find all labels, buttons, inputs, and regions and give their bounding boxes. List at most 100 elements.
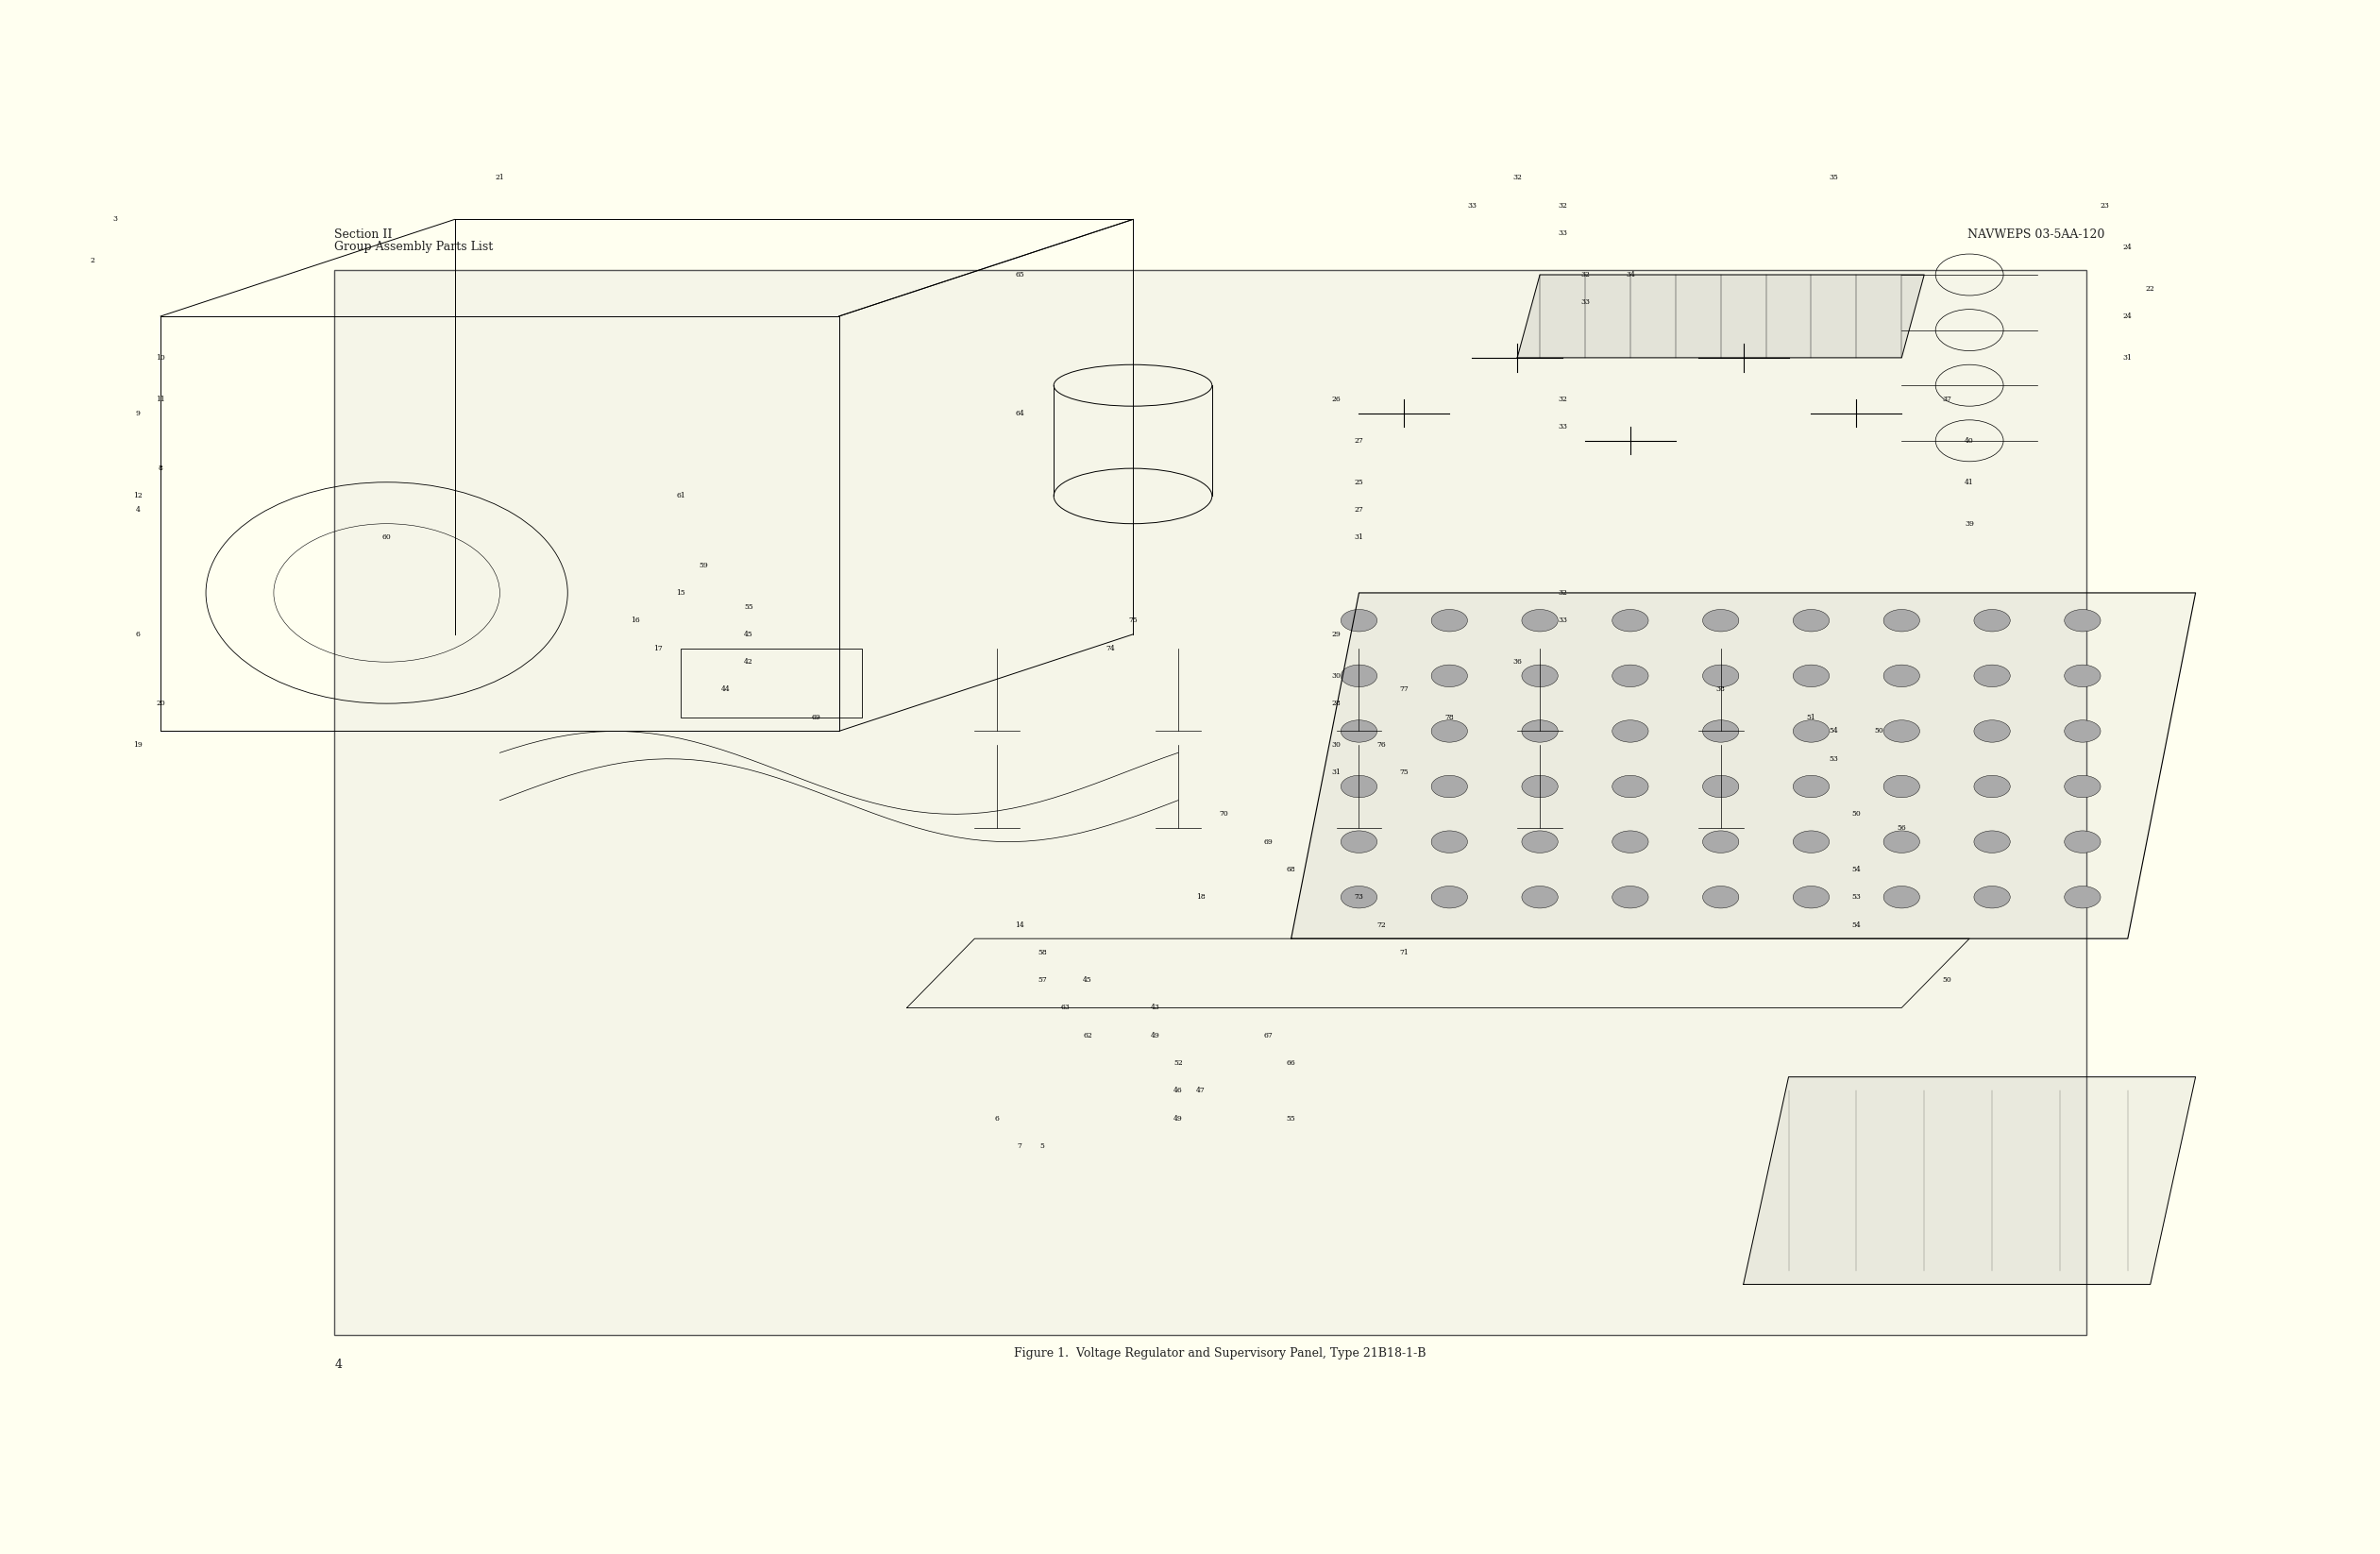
- Text: 33: 33: [1580, 298, 1590, 306]
- Circle shape: [1702, 720, 1740, 743]
- Text: 2: 2: [90, 256, 95, 264]
- Text: 58: 58: [1038, 948, 1047, 956]
- Text: Section II: Section II: [333, 228, 393, 241]
- Text: Figure 1.  Voltage Regulator and Supervisory Panel, Type 21B18-1-B: Figure 1. Voltage Regulator and Supervis…: [1014, 1347, 1426, 1360]
- Circle shape: [1340, 775, 1378, 797]
- Circle shape: [1430, 720, 1468, 743]
- Text: 31: 31: [2123, 354, 2132, 362]
- Text: 44: 44: [721, 685, 731, 693]
- Text: 77: 77: [1399, 685, 1409, 693]
- Text: 26: 26: [1333, 395, 1340, 402]
- Text: 67: 67: [1264, 1032, 1273, 1040]
- Circle shape: [2063, 886, 2102, 908]
- Text: 75: 75: [1399, 769, 1409, 777]
- Text: 51: 51: [1806, 713, 1816, 721]
- Text: 32: 32: [1559, 589, 1566, 597]
- Text: 11: 11: [157, 395, 164, 402]
- Text: 68: 68: [1288, 866, 1295, 873]
- Text: 55: 55: [1288, 1114, 1295, 1122]
- Circle shape: [1792, 886, 1830, 908]
- Text: 18: 18: [1197, 894, 1204, 901]
- Text: 69: 69: [1264, 838, 1273, 845]
- Circle shape: [1611, 609, 1649, 631]
- Text: 28: 28: [1333, 699, 1340, 707]
- Text: 4: 4: [333, 1360, 343, 1371]
- Text: 30: 30: [1333, 671, 1340, 679]
- Text: 65: 65: [1016, 270, 1023, 278]
- Text: 50: 50: [1852, 810, 1861, 817]
- Text: 52: 52: [1173, 1060, 1183, 1068]
- Text: 31: 31: [1354, 533, 1364, 541]
- Text: 16: 16: [631, 617, 640, 625]
- Text: 23: 23: [2102, 202, 2109, 210]
- Text: 8: 8: [159, 465, 162, 472]
- Text: 62: 62: [1083, 1032, 1092, 1040]
- Text: 33: 33: [1468, 202, 1476, 210]
- Circle shape: [1702, 775, 1740, 797]
- Text: 50: 50: [1875, 727, 1883, 735]
- Text: 27: 27: [1354, 437, 1364, 444]
- Circle shape: [1430, 665, 1468, 687]
- Circle shape: [1792, 775, 1830, 797]
- Text: 20: 20: [157, 699, 164, 707]
- Circle shape: [1521, 886, 1559, 908]
- Text: 74: 74: [1107, 645, 1114, 653]
- Text: 21: 21: [495, 174, 505, 182]
- Text: 71: 71: [1399, 948, 1409, 956]
- Text: 38: 38: [1716, 685, 1726, 693]
- Text: 45: 45: [1083, 976, 1092, 984]
- Circle shape: [1883, 609, 1921, 631]
- Text: 40: 40: [1966, 437, 1973, 444]
- Text: 50: 50: [1942, 976, 1952, 984]
- Text: 53: 53: [1852, 894, 1861, 901]
- Circle shape: [1792, 720, 1830, 743]
- Circle shape: [1702, 665, 1740, 687]
- Text: 70: 70: [1219, 810, 1228, 817]
- Circle shape: [2063, 609, 2102, 631]
- Text: 24: 24: [2123, 244, 2132, 250]
- Circle shape: [1340, 720, 1378, 743]
- Text: 54: 54: [1830, 727, 1837, 735]
- Circle shape: [1883, 665, 1921, 687]
- Text: 63: 63: [1061, 1004, 1069, 1012]
- Circle shape: [1611, 665, 1649, 687]
- Text: 37: 37: [1942, 395, 1952, 402]
- Text: 55: 55: [745, 603, 752, 611]
- Text: 4: 4: [136, 507, 140, 514]
- Circle shape: [1521, 775, 1559, 797]
- Text: 29: 29: [1333, 631, 1340, 639]
- Text: 47: 47: [1197, 1086, 1204, 1094]
- Text: 22: 22: [2147, 284, 2154, 292]
- Circle shape: [1430, 831, 1468, 853]
- Text: 49: 49: [1152, 1032, 1159, 1040]
- Circle shape: [1792, 665, 1830, 687]
- Text: 25: 25: [1354, 479, 1364, 486]
- Circle shape: [1883, 831, 1921, 853]
- FancyBboxPatch shape: [333, 270, 2087, 1335]
- Circle shape: [1611, 775, 1649, 797]
- Text: 59: 59: [700, 561, 707, 569]
- Polygon shape: [1518, 275, 1925, 357]
- Circle shape: [1340, 831, 1378, 853]
- Text: 75: 75: [1128, 617, 1138, 625]
- Text: 36: 36: [1514, 659, 1521, 665]
- Circle shape: [2063, 831, 2102, 853]
- Text: 56: 56: [1897, 824, 1906, 831]
- Text: 73: 73: [1354, 894, 1364, 901]
- Text: 64: 64: [1016, 409, 1023, 416]
- Circle shape: [1702, 886, 1740, 908]
- Text: 72: 72: [1378, 922, 1385, 929]
- Bar: [681, 648, 862, 718]
- Text: 12: 12: [133, 493, 143, 500]
- Circle shape: [2063, 665, 2102, 687]
- Text: 14: 14: [1016, 922, 1023, 929]
- Text: 61: 61: [676, 493, 685, 500]
- Text: 66: 66: [1288, 1060, 1295, 1068]
- Circle shape: [1792, 831, 1830, 853]
- Circle shape: [1702, 831, 1740, 853]
- Circle shape: [1973, 609, 2011, 631]
- Text: 32: 32: [1559, 202, 1566, 210]
- Text: 5: 5: [1040, 1142, 1045, 1150]
- Text: 30: 30: [1333, 741, 1340, 749]
- Text: 24: 24: [2123, 312, 2132, 320]
